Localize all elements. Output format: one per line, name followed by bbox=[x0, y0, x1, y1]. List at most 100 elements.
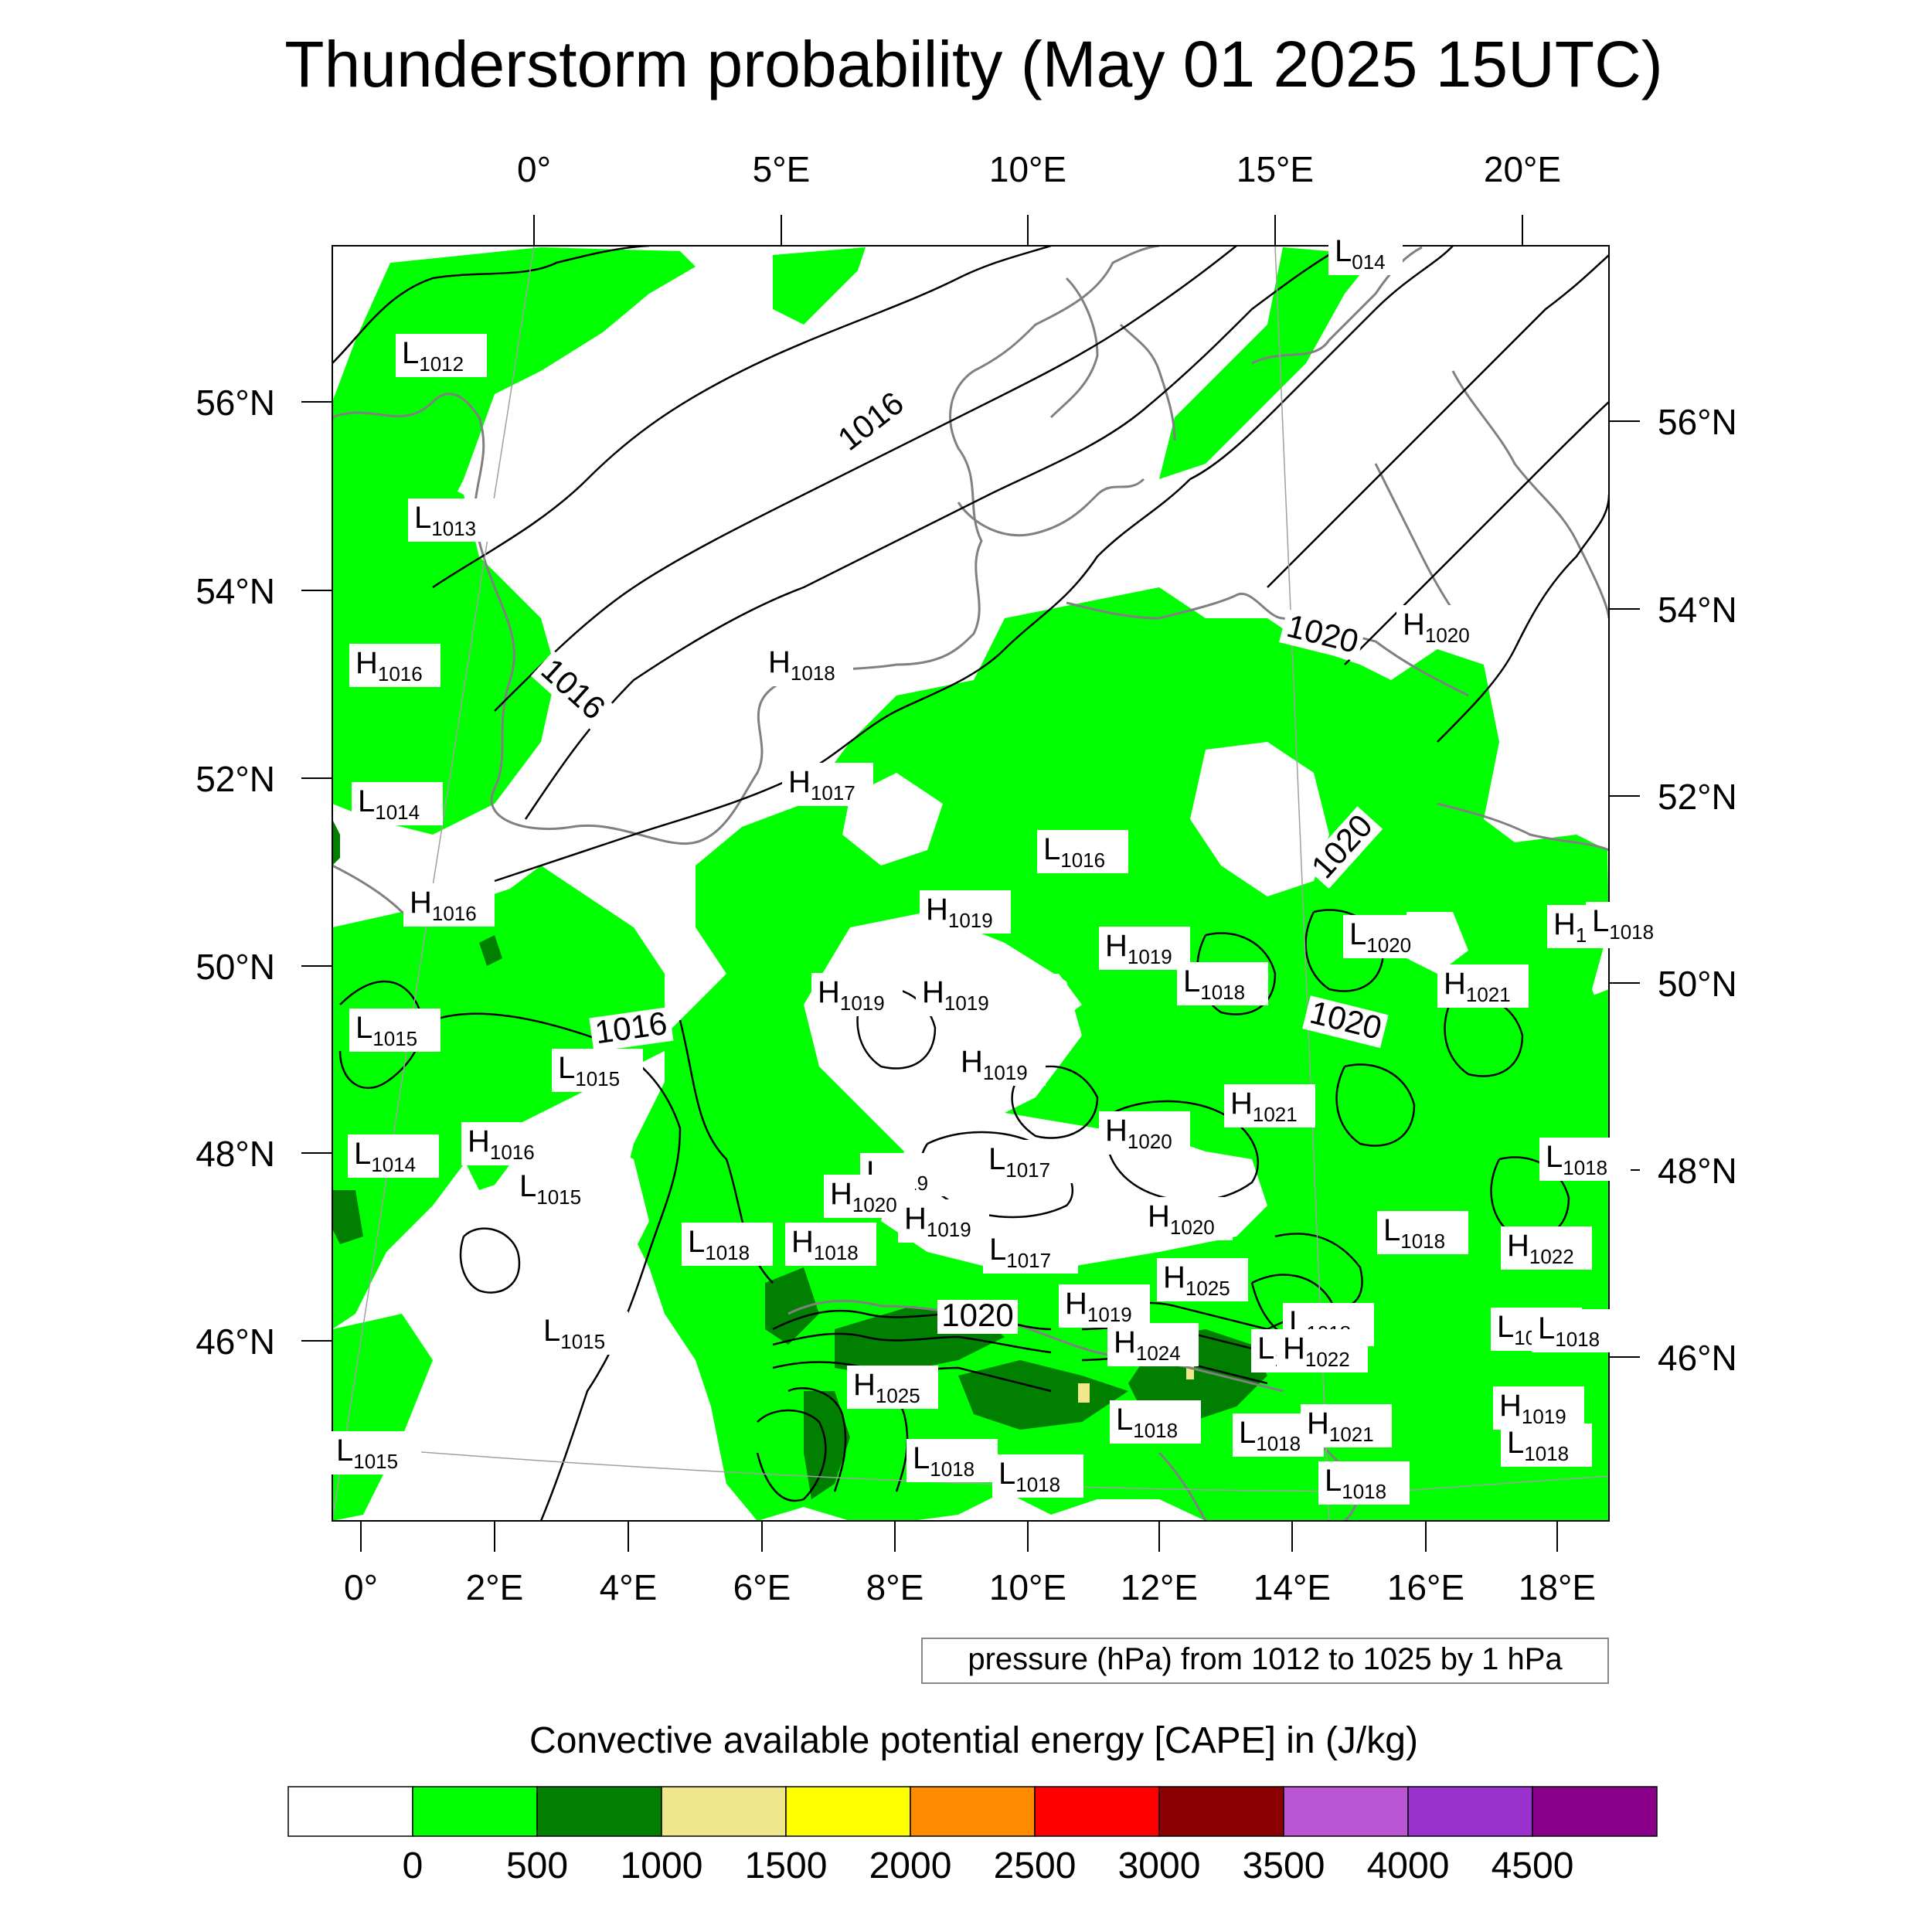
pressure-center-label: H1021 bbox=[1224, 1084, 1315, 1128]
bottom-lon-label: 8°E bbox=[866, 1567, 924, 1607]
right-lat-label: 56°N bbox=[1658, 402, 1737, 442]
pressure-center-label: H1020 bbox=[1396, 605, 1488, 648]
pressure-center-label: L1015 bbox=[349, 1009, 440, 1052]
pressure-center-label: H1019 bbox=[916, 973, 1007, 1016]
pressure-center-label: H1019 bbox=[1099, 927, 1190, 970]
bottom-lon-label: 10°E bbox=[989, 1567, 1066, 1607]
right-lat-label: 52°N bbox=[1658, 777, 1737, 817]
colorbar-tick-label: 1500 bbox=[745, 1845, 828, 1886]
colorbar-swatch bbox=[536, 1786, 662, 1837]
top-lon-label: 0° bbox=[517, 149, 551, 189]
bottom-lon-label: 4°E bbox=[600, 1567, 658, 1607]
left-lat-label: 50°N bbox=[196, 947, 275, 987]
left-lat-label: 56°N bbox=[196, 383, 275, 423]
pressure-center-label: L1018 bbox=[1501, 1423, 1592, 1467]
pressure-center-label: H1022 bbox=[1277, 1329, 1368, 1372]
pressure-center-label: H1019 bbox=[898, 1199, 989, 1243]
pressure-center-label: H1017 bbox=[782, 763, 873, 806]
pressure-center-label: L1012 bbox=[396, 334, 487, 377]
bottom-lon-label: 16°E bbox=[1387, 1567, 1464, 1607]
pressure-center-label: L1014 bbox=[348, 1134, 439, 1178]
colorbar-swatch bbox=[287, 1786, 413, 1837]
colorbar-tick-label: 0 bbox=[403, 1845, 423, 1886]
left-lat-label: 52°N bbox=[196, 759, 275, 799]
pressure-center-label: L1018 bbox=[682, 1223, 773, 1266]
colorbar: 0 500 1000 1500 2000 2500 3000 3500 4000 4500 bbox=[287, 1786, 1658, 1886]
pressure-center-label: H1024 bbox=[1107, 1323, 1199, 1366]
left-lat-label: 46°N bbox=[196, 1321, 275, 1362]
pressure-center-label: H1019 bbox=[920, 890, 1011, 934]
coastlines bbox=[332, 246, 1609, 1521]
colorbar-tick-label: 3000 bbox=[1118, 1845, 1201, 1886]
pressure-center-label: L1018 bbox=[1539, 1138, 1631, 1181]
pressure-center-label: L1016 bbox=[1037, 830, 1128, 873]
pressure-center-label: H1021 bbox=[1301, 1404, 1392, 1447]
right-lat-label: 50°N bbox=[1658, 964, 1737, 1004]
colorbar-swatch bbox=[1407, 1786, 1533, 1837]
map-frame bbox=[332, 245, 1610, 1522]
bottom-lon-label: 0° bbox=[344, 1567, 378, 1607]
pressure-center-label: L1018 bbox=[1177, 962, 1268, 1005]
pressure-center-label: L1018 bbox=[1377, 1211, 1468, 1254]
bottom-lon-label: 6°E bbox=[733, 1567, 791, 1607]
pressure-center-label: H1021 bbox=[1437, 964, 1529, 1008]
pressure-center-label: L1017 bbox=[983, 1230, 1074, 1274]
top-lon-label: 10°E bbox=[989, 149, 1066, 189]
pressure-center-label: H1019 bbox=[954, 1043, 1046, 1086]
pressure-center-label: L1018 bbox=[1586, 902, 1677, 945]
bottom-lon-label: 12°E bbox=[1121, 1567, 1198, 1607]
top-lon-label: 20°E bbox=[1484, 149, 1561, 189]
colorbar-tick-label: 4000 bbox=[1367, 1845, 1450, 1886]
pressure-center-label: H1020 bbox=[824, 1175, 915, 1218]
pressure-center-label: H1020 bbox=[1141, 1197, 1233, 1240]
bottom-lon-label: 14°E bbox=[1253, 1567, 1331, 1607]
high-pressure-label: H1016 bbox=[355, 646, 423, 685]
pressure-center-label: H1022 bbox=[1501, 1226, 1592, 1270]
pressure-center-label: H1016 bbox=[461, 1122, 553, 1165]
pressure-center-label: H1018 bbox=[762, 643, 853, 686]
colorbar-tick-label: 3500 bbox=[1243, 1845, 1325, 1886]
pressure-center-label: L1013 bbox=[408, 498, 499, 542]
colorbar-swatch bbox=[910, 1786, 1036, 1837]
pressure-center-label: L1018 bbox=[1318, 1461, 1410, 1505]
colorbar-swatch bbox=[1532, 1786, 1658, 1837]
pressure-center-label: H1019 bbox=[1493, 1386, 1584, 1430]
pressure-center-label: H1025 bbox=[1157, 1258, 1248, 1301]
colorbar-swatch bbox=[661, 1786, 787, 1837]
pressure-center-label: L1020 bbox=[1343, 915, 1434, 958]
pressure-center-label: L014 bbox=[1328, 232, 1403, 275]
colorbar-title: Convective available potential energy [C… bbox=[529, 1720, 1418, 1761]
top-lon-label: 15°E bbox=[1236, 149, 1314, 189]
left-lat-label: 54°N bbox=[196, 571, 275, 611]
pressure-center-label: L1017 bbox=[982, 1140, 1073, 1183]
pressure-center-label: H1016 bbox=[403, 883, 495, 927]
isobars bbox=[332, 246, 1609, 1521]
colorbar-swatch bbox=[1034, 1786, 1160, 1837]
page-title: Thunderstorm probability (May 01 2025 15… bbox=[284, 28, 1662, 100]
pressure-center-label: H1019 bbox=[811, 973, 903, 1016]
pressure-center-label: L1018 bbox=[906, 1439, 998, 1482]
pressure-center-label: L1018 bbox=[1110, 1400, 1201, 1444]
bottom-lon-label: 2°E bbox=[466, 1567, 524, 1607]
pressure-center-label: L1015 bbox=[513, 1167, 604, 1210]
colorbar-swatch bbox=[785, 1786, 911, 1837]
pressure-center-label: L1015 bbox=[330, 1431, 421, 1475]
right-lat-label: 54°N bbox=[1658, 590, 1737, 630]
pressure-center-label: H1019 bbox=[1059, 1284, 1150, 1328]
contour-info: pressure (hPa) from 1012 to 1025 by 1 hP… bbox=[968, 1642, 1563, 1676]
pressure-center-label: L1015 bbox=[537, 1311, 628, 1355]
pressure-center-label: L1015 bbox=[552, 1049, 643, 1092]
colorbar-tick-label: 2500 bbox=[994, 1845, 1077, 1886]
pressure-center-label: H1020 bbox=[1099, 1111, 1190, 1155]
pressure-center-label: H1025 bbox=[847, 1366, 938, 1409]
pressure-center-label: L1014 bbox=[352, 782, 443, 825]
colorbar-tick-label: 1000 bbox=[621, 1845, 703, 1886]
pressure-centers: L1012L014L1013H1016L1014H1016L1015L1014L… bbox=[330, 232, 1677, 1505]
pressure-center-label: L1018 bbox=[1532, 1309, 1623, 1352]
colorbar-tick-label: 4500 bbox=[1492, 1845, 1574, 1886]
colorbar-tick-label: 2000 bbox=[869, 1845, 952, 1886]
colorbar-tick-label: 500 bbox=[506, 1845, 568, 1886]
pressure-center-label: H1016 bbox=[349, 644, 440, 687]
pressure-center-label: H1018 bbox=[785, 1223, 876, 1266]
